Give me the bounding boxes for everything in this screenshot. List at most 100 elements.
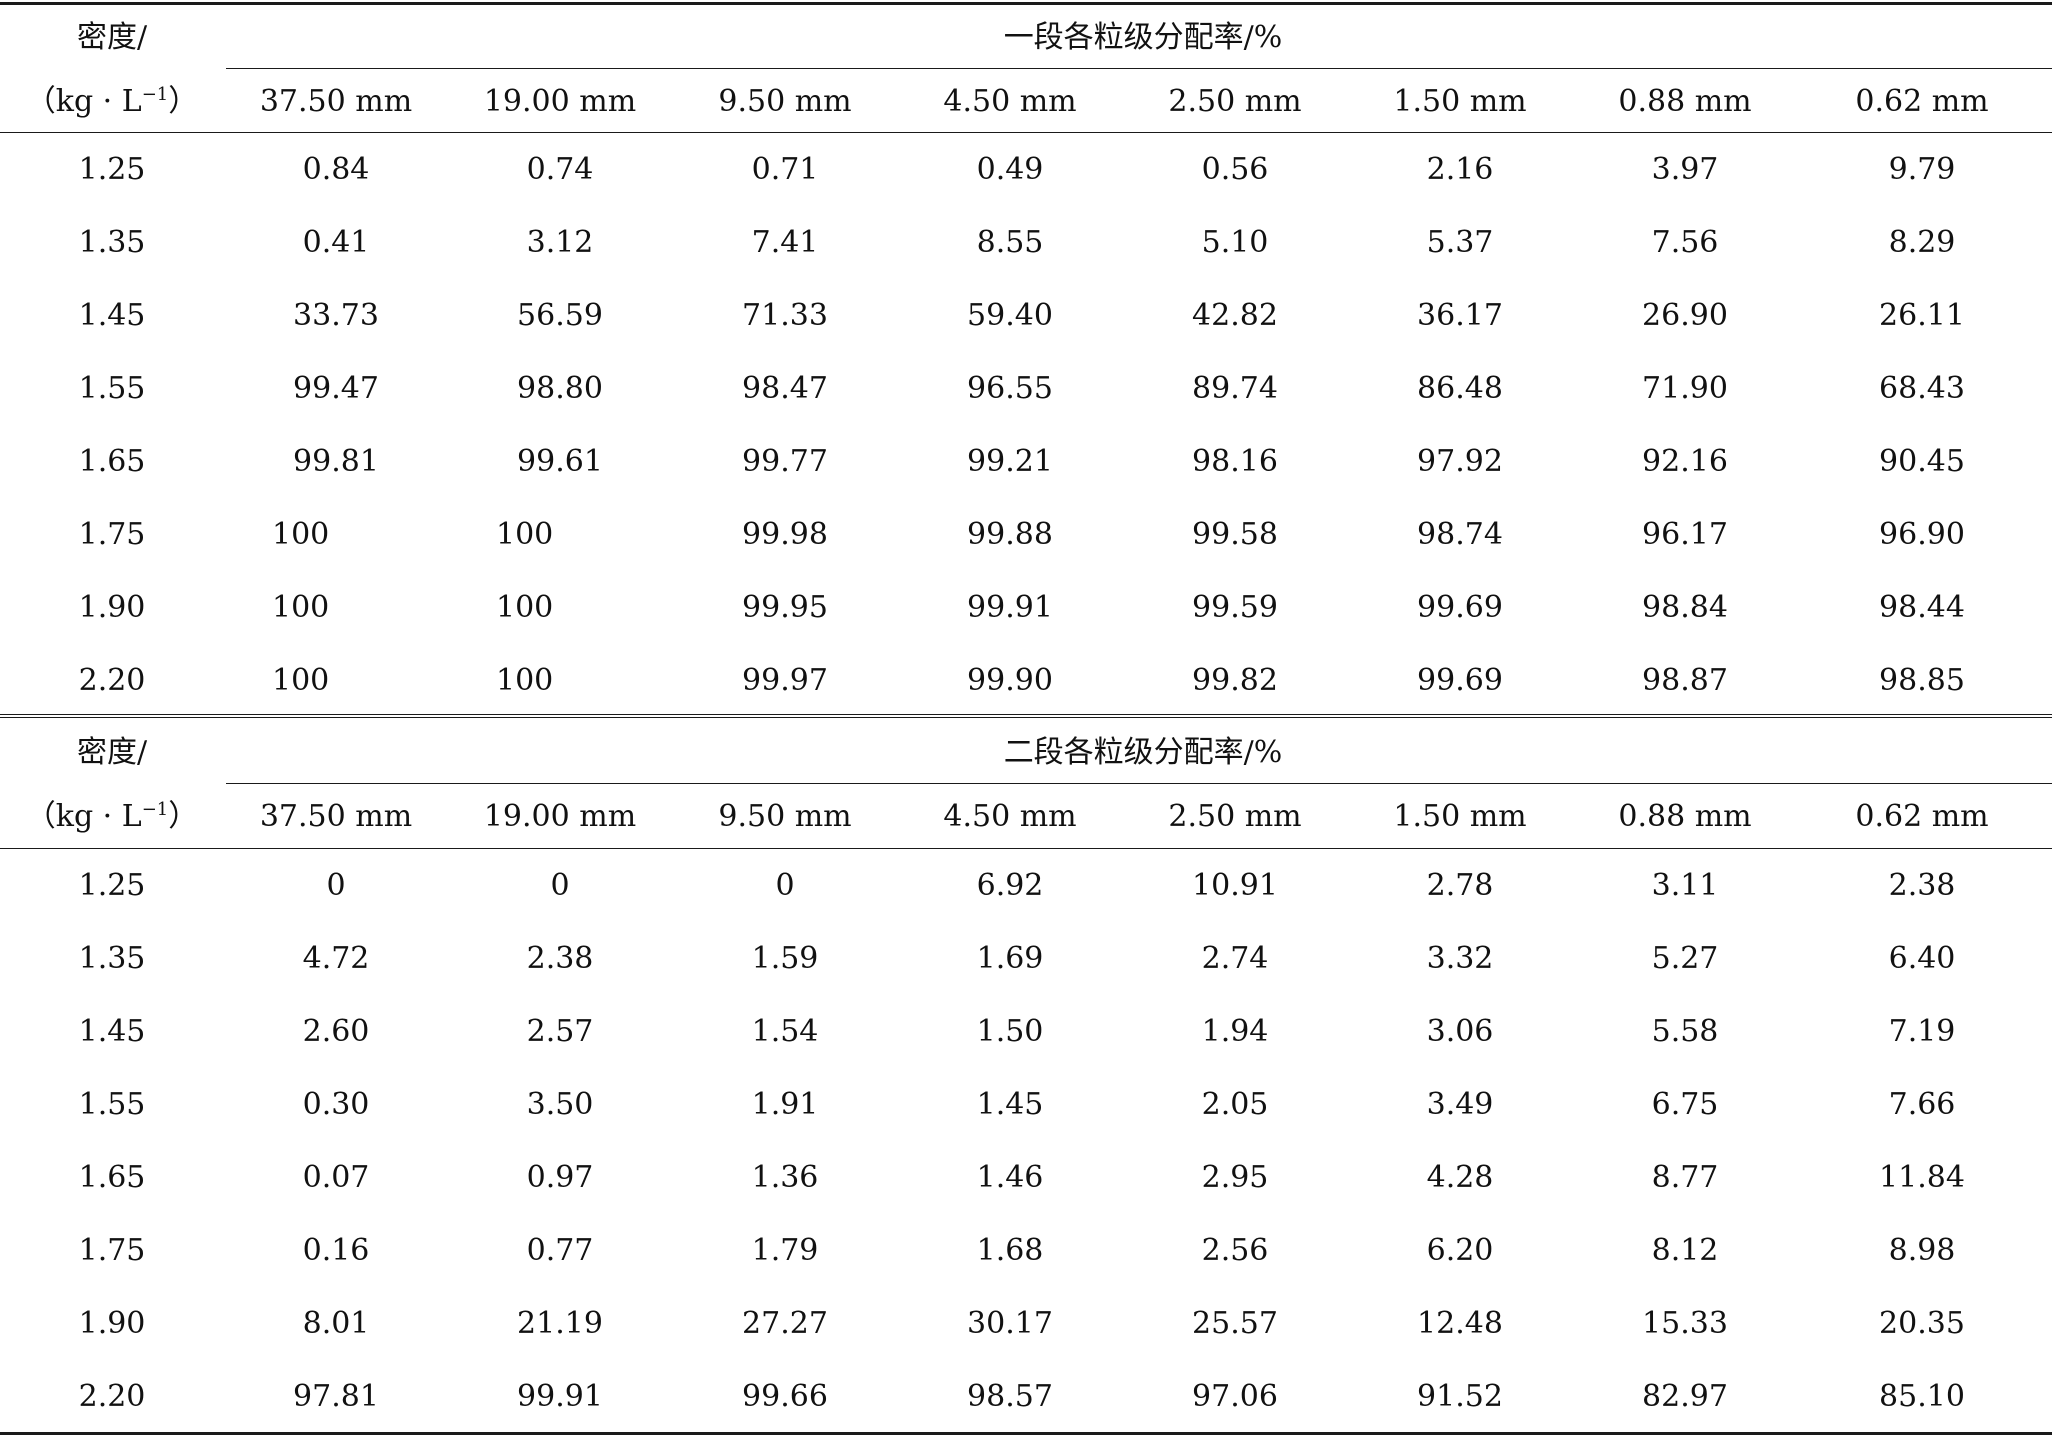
column-header: 4.50 mm (943, 84, 1077, 119)
table-cell: 85.10 (1879, 1379, 1965, 1414)
table-cell: 0.74 (526, 152, 594, 187)
density-header-label: 密度/ (76, 20, 148, 55)
unit-suffix: ） (168, 799, 199, 834)
section-group-title: 一段各粒级分配率/% (1003, 20, 1283, 55)
table-cell: 0 (326, 868, 346, 903)
table-cell: 0.30 (302, 1087, 370, 1122)
density-value: 2.20 (78, 1379, 146, 1414)
table-cell: 36.17 (1417, 298, 1503, 333)
table-cell: 8.01 (302, 1306, 370, 1341)
table-cell: 99.91 (967, 590, 1053, 625)
table-cell: 98.85 (1879, 663, 1965, 698)
table-cell: 3.50 (526, 1087, 594, 1122)
table-cell: 25.57 (1192, 1306, 1278, 1341)
table-cell: 5.58 (1651, 1014, 1719, 1049)
table-cell: 2.57 (526, 1014, 594, 1049)
density-value: 1.35 (78, 225, 146, 260)
table-cell: 1.46 (976, 1160, 1044, 1195)
table-cell: 0.84 (302, 152, 370, 187)
table-cell: 0 (550, 868, 570, 903)
table-cell: 2.95 (1201, 1160, 1269, 1195)
table-cell: 99.69 (1417, 663, 1503, 698)
table-cell: 0 (775, 868, 795, 903)
column-header: 0.62 mm (1855, 799, 1989, 834)
table-cell: 100 (496, 517, 554, 552)
table-cell: 2.05 (1201, 1087, 1269, 1122)
table-cell: 99.69 (1417, 590, 1503, 625)
column-header: 9.50 mm (718, 84, 852, 119)
table-cell: 0.16 (302, 1233, 370, 1268)
table-cell: 1.50 (976, 1014, 1044, 1049)
table-cell: 12.48 (1417, 1306, 1503, 1341)
table-cell: 5.27 (1651, 941, 1719, 976)
density-value: 1.45 (78, 298, 146, 333)
table-cell: 15.33 (1642, 1306, 1728, 1341)
density-value: 1.35 (78, 941, 146, 976)
table-cell: 1.79 (751, 1233, 819, 1268)
table-cell: 0.77 (526, 1233, 594, 1268)
table-cell: 82.97 (1642, 1379, 1728, 1414)
table-cell: 91.52 (1417, 1379, 1503, 1414)
table-cell: 8.29 (1888, 225, 1956, 260)
column-header: 37.50 mm (259, 799, 413, 834)
table-cell: 3.97 (1651, 152, 1719, 187)
density-value: 1.75 (78, 517, 146, 552)
density-header-unit: （kg · L−1） (26, 797, 198, 837)
group-title-underline (226, 783, 2052, 784)
density-value: 1.25 (78, 868, 146, 903)
table-cell: 100 (496, 590, 554, 625)
table-cell: 100 (272, 590, 330, 625)
table-cell: 2.38 (526, 941, 594, 976)
density-value: 2.20 (78, 663, 146, 698)
table-cell: 100 (496, 663, 554, 698)
table-cell: 98.84 (1642, 590, 1728, 625)
table-cell: 100 (272, 663, 330, 698)
table-cell: 3.06 (1426, 1014, 1494, 1049)
table-cell: 56.59 (517, 298, 603, 333)
table-cell: 6.75 (1651, 1087, 1719, 1122)
table-cell: 26.90 (1642, 298, 1728, 333)
unit-exponent: −1 (141, 84, 169, 105)
table-cell: 1.36 (751, 1160, 819, 1195)
unit-prefix: （kg · L (25, 799, 142, 834)
group-title-underline (226, 68, 2052, 69)
table-cell: 2.78 (1426, 868, 1494, 903)
table-cell: 68.43 (1879, 371, 1965, 406)
table-cell: 98.87 (1642, 663, 1728, 698)
table-cell: 96.55 (967, 371, 1053, 406)
table-cell: 99.97 (742, 663, 828, 698)
column-header: 19.00 mm (483, 799, 637, 834)
table-cell: 2.56 (1201, 1233, 1269, 1268)
table-cell: 2.74 (1201, 941, 1269, 976)
table-cell: 27.27 (742, 1306, 828, 1341)
table-cell: 97.81 (293, 1379, 379, 1414)
unit-exponent: −1 (141, 799, 169, 820)
density-value: 1.90 (78, 1306, 146, 1341)
table-cell: 7.41 (751, 225, 819, 260)
table-cell: 9.79 (1888, 152, 1956, 187)
table-cell: 1.45 (976, 1087, 1044, 1122)
column-header: 9.50 mm (718, 799, 852, 834)
table-cell: 59.40 (967, 298, 1053, 333)
table-cell: 3.11 (1651, 868, 1719, 903)
table-cell: 1.91 (751, 1087, 819, 1122)
table-cell: 86.48 (1417, 371, 1503, 406)
table-cell: 100 (272, 517, 330, 552)
table-cell: 92.16 (1642, 444, 1728, 479)
table-cell: 90.45 (1879, 444, 1965, 479)
table-cell: 3.49 (1426, 1087, 1494, 1122)
table-cell: 0.71 (751, 152, 819, 187)
table-cell: 6.20 (1426, 1233, 1494, 1268)
table-cell: 20.35 (1879, 1306, 1965, 1341)
table-cell: 99.47 (293, 371, 379, 406)
table-cell: 99.21 (967, 444, 1053, 479)
column-header: 2.50 mm (1168, 84, 1302, 119)
table-cell: 10.91 (1192, 868, 1278, 903)
table-cell: 98.74 (1417, 517, 1503, 552)
density-value: 1.65 (78, 1160, 146, 1195)
table-cell: 99.58 (1192, 517, 1278, 552)
section-group-title: 二段各粒级分配率/% (1003, 735, 1283, 770)
table-cell: 2.16 (1426, 152, 1494, 187)
table-cell: 99.88 (967, 517, 1053, 552)
table-cell: 96.17 (1642, 517, 1728, 552)
